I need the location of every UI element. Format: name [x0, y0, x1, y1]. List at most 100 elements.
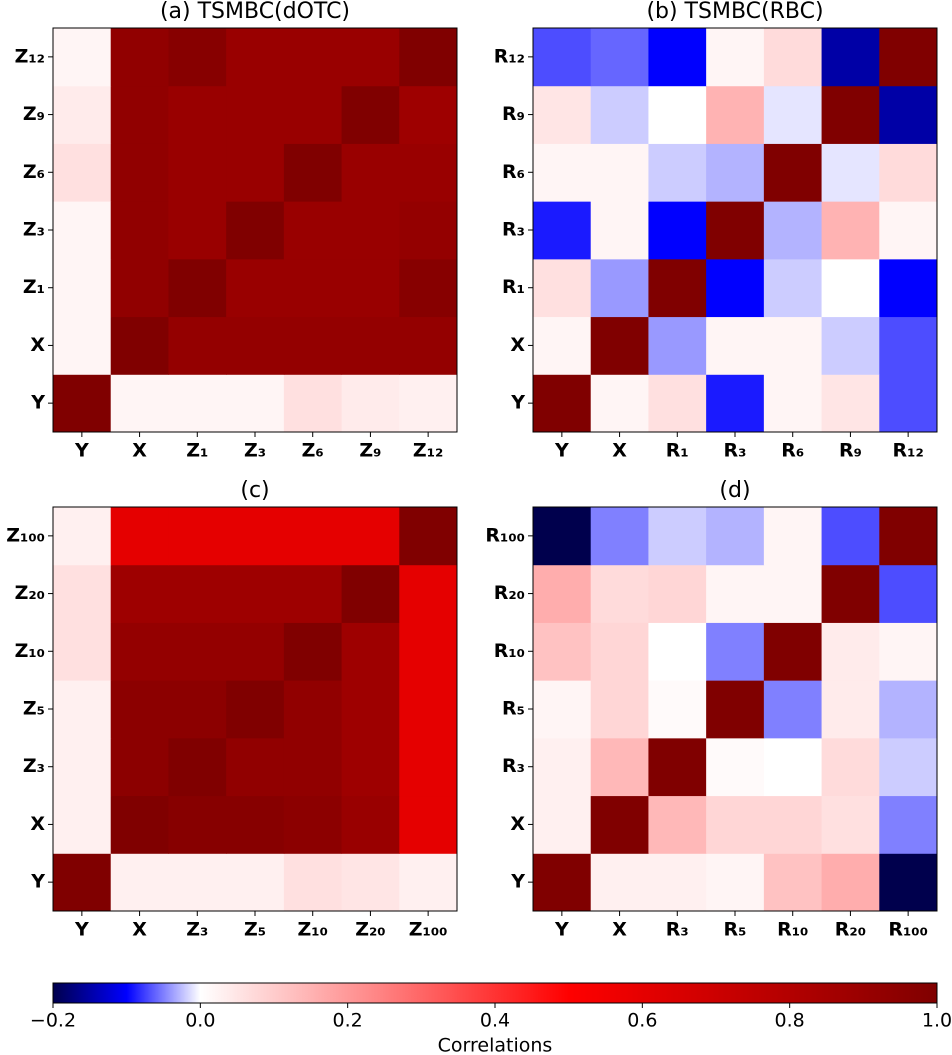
- heatmap-cell: [341, 316, 400, 375]
- heatmap-cell: [706, 316, 765, 375]
- heatmap-cell: [399, 28, 458, 87]
- heatmap-cell: [226, 622, 285, 681]
- heatmap-cell: [341, 143, 400, 202]
- heatmap-cell: [399, 680, 458, 739]
- heatmap-cell: [763, 143, 823, 202]
- y-tick-label: Z₆: [23, 161, 45, 183]
- heatmap-cell: [399, 564, 458, 623]
- heatmap-cell: [399, 795, 458, 854]
- x-tick-label: X: [132, 919, 147, 941]
- y-tick-label: R₅: [502, 698, 525, 720]
- x-tick-label: Z₅: [244, 919, 266, 941]
- heatmap-cell: [706, 622, 765, 681]
- heatmap-cell: [533, 737, 592, 797]
- heatmap-cell: [763, 85, 823, 144]
- heatmap-cell: [648, 853, 707, 912]
- x-tick-label: X: [132, 440, 147, 462]
- heatmap-cell: [533, 564, 592, 623]
- heatmap-cell: [226, 374, 285, 433]
- heatmap-cell: [879, 622, 938, 681]
- x-tick-label: R₆: [781, 440, 804, 462]
- y-tick-label: R₉: [502, 103, 525, 125]
- y-tick-label: R₁₂: [494, 45, 525, 67]
- x-tick-label: Z₁₂: [413, 440, 443, 462]
- panel-title: (c): [240, 478, 269, 503]
- y-tick-label: R₁₀₀: [485, 524, 525, 546]
- heatmap-cell: [763, 737, 823, 797]
- heatmap-cell: [706, 85, 765, 144]
- colorbar-tick-label: −0.2: [30, 1010, 76, 1032]
- heatmap-cell: [110, 28, 169, 87]
- heatmap-cell: [763, 28, 823, 87]
- heatmap-cell: [821, 622, 880, 681]
- heatmap-cell: [110, 564, 169, 623]
- heatmap-cell: [821, 143, 880, 202]
- heatmap-cell: [590, 795, 649, 854]
- heatmap-cell: [590, 258, 649, 318]
- heatmap-cell: [53, 201, 112, 260]
- heatmap-cell: [283, 853, 343, 912]
- heatmap-cell: [590, 853, 649, 912]
- heatmap-cell: [283, 564, 343, 623]
- heatmap-cell: [226, 28, 285, 87]
- heatmap-cell: [763, 316, 823, 375]
- heatmap-cell: [763, 507, 823, 566]
- y-tick-label: X: [30, 334, 45, 356]
- heatmap-cell: [879, 737, 938, 797]
- y-tick-label: X: [510, 813, 525, 835]
- heatmap-cell: [399, 201, 458, 260]
- heatmap-cell: [533, 85, 592, 144]
- heatmap-cell: [821, 853, 880, 912]
- y-tick-label: Y: [510, 871, 525, 893]
- y-tick-label: Z₁₀₀: [6, 524, 45, 546]
- heatmap-cell: [763, 622, 823, 681]
- heatmap-cell: [879, 374, 938, 433]
- heatmap-cell: [110, 85, 169, 144]
- heatmap-cell: [226, 85, 285, 144]
- heatmap-cell: [226, 853, 285, 912]
- heatmap-cell: [706, 680, 765, 739]
- heatmap-cell: [341, 622, 400, 681]
- heatmap-cell: [821, 85, 880, 144]
- heatmap-cell: [53, 622, 112, 681]
- heatmap-cell: [706, 258, 765, 318]
- x-tick-label: R₉: [839, 440, 862, 462]
- heatmap-cell: [533, 316, 592, 375]
- heatmap-cell: [879, 680, 938, 739]
- heatmap-cell: [879, 507, 938, 566]
- heatmap-cell: [168, 737, 227, 797]
- heatmap-cell: [821, 507, 880, 566]
- heatmap-cell: [533, 143, 592, 202]
- colorbar: [52, 982, 938, 1004]
- heatmap-cell: [226, 795, 285, 854]
- heatmap-cell: [763, 374, 823, 433]
- x-tick-label: Z₃: [186, 919, 208, 941]
- heatmap-cell: [283, 258, 343, 318]
- y-tick-label: Z₂₀: [15, 582, 45, 604]
- heatmap-cell: [648, 85, 707, 144]
- x-tick-label: Z₆: [302, 440, 324, 462]
- heatmap-cell: [341, 258, 400, 318]
- y-tick-label: R₆: [502, 161, 525, 183]
- heatmap-cell: [648, 201, 707, 260]
- heatmap-cell: [110, 795, 169, 854]
- heatmap-cell: [590, 143, 649, 202]
- heatmap-cell: [879, 853, 938, 912]
- y-tick-label: Z₁₀: [15, 640, 45, 662]
- heatmap-cell: [879, 795, 938, 854]
- heatmap-cell: [168, 622, 227, 681]
- heatmap-cell: [648, 564, 707, 623]
- heatmap-cell: [110, 507, 169, 566]
- colorbar-tick-label: 1.0: [922, 1010, 952, 1032]
- heatmap-cell: [53, 680, 112, 739]
- heatmap-cell: [533, 795, 592, 854]
- heatmap-cell: [533, 258, 592, 318]
- heatmap-cell: [648, 680, 707, 739]
- heatmap-cell: [648, 622, 707, 681]
- y-tick-label: Y: [30, 392, 45, 414]
- heatmap-cell: [706, 507, 765, 566]
- heatmap-cell: [110, 374, 169, 433]
- x-tick-label: R₁₂: [893, 440, 924, 462]
- heatmap-cell: [706, 28, 765, 87]
